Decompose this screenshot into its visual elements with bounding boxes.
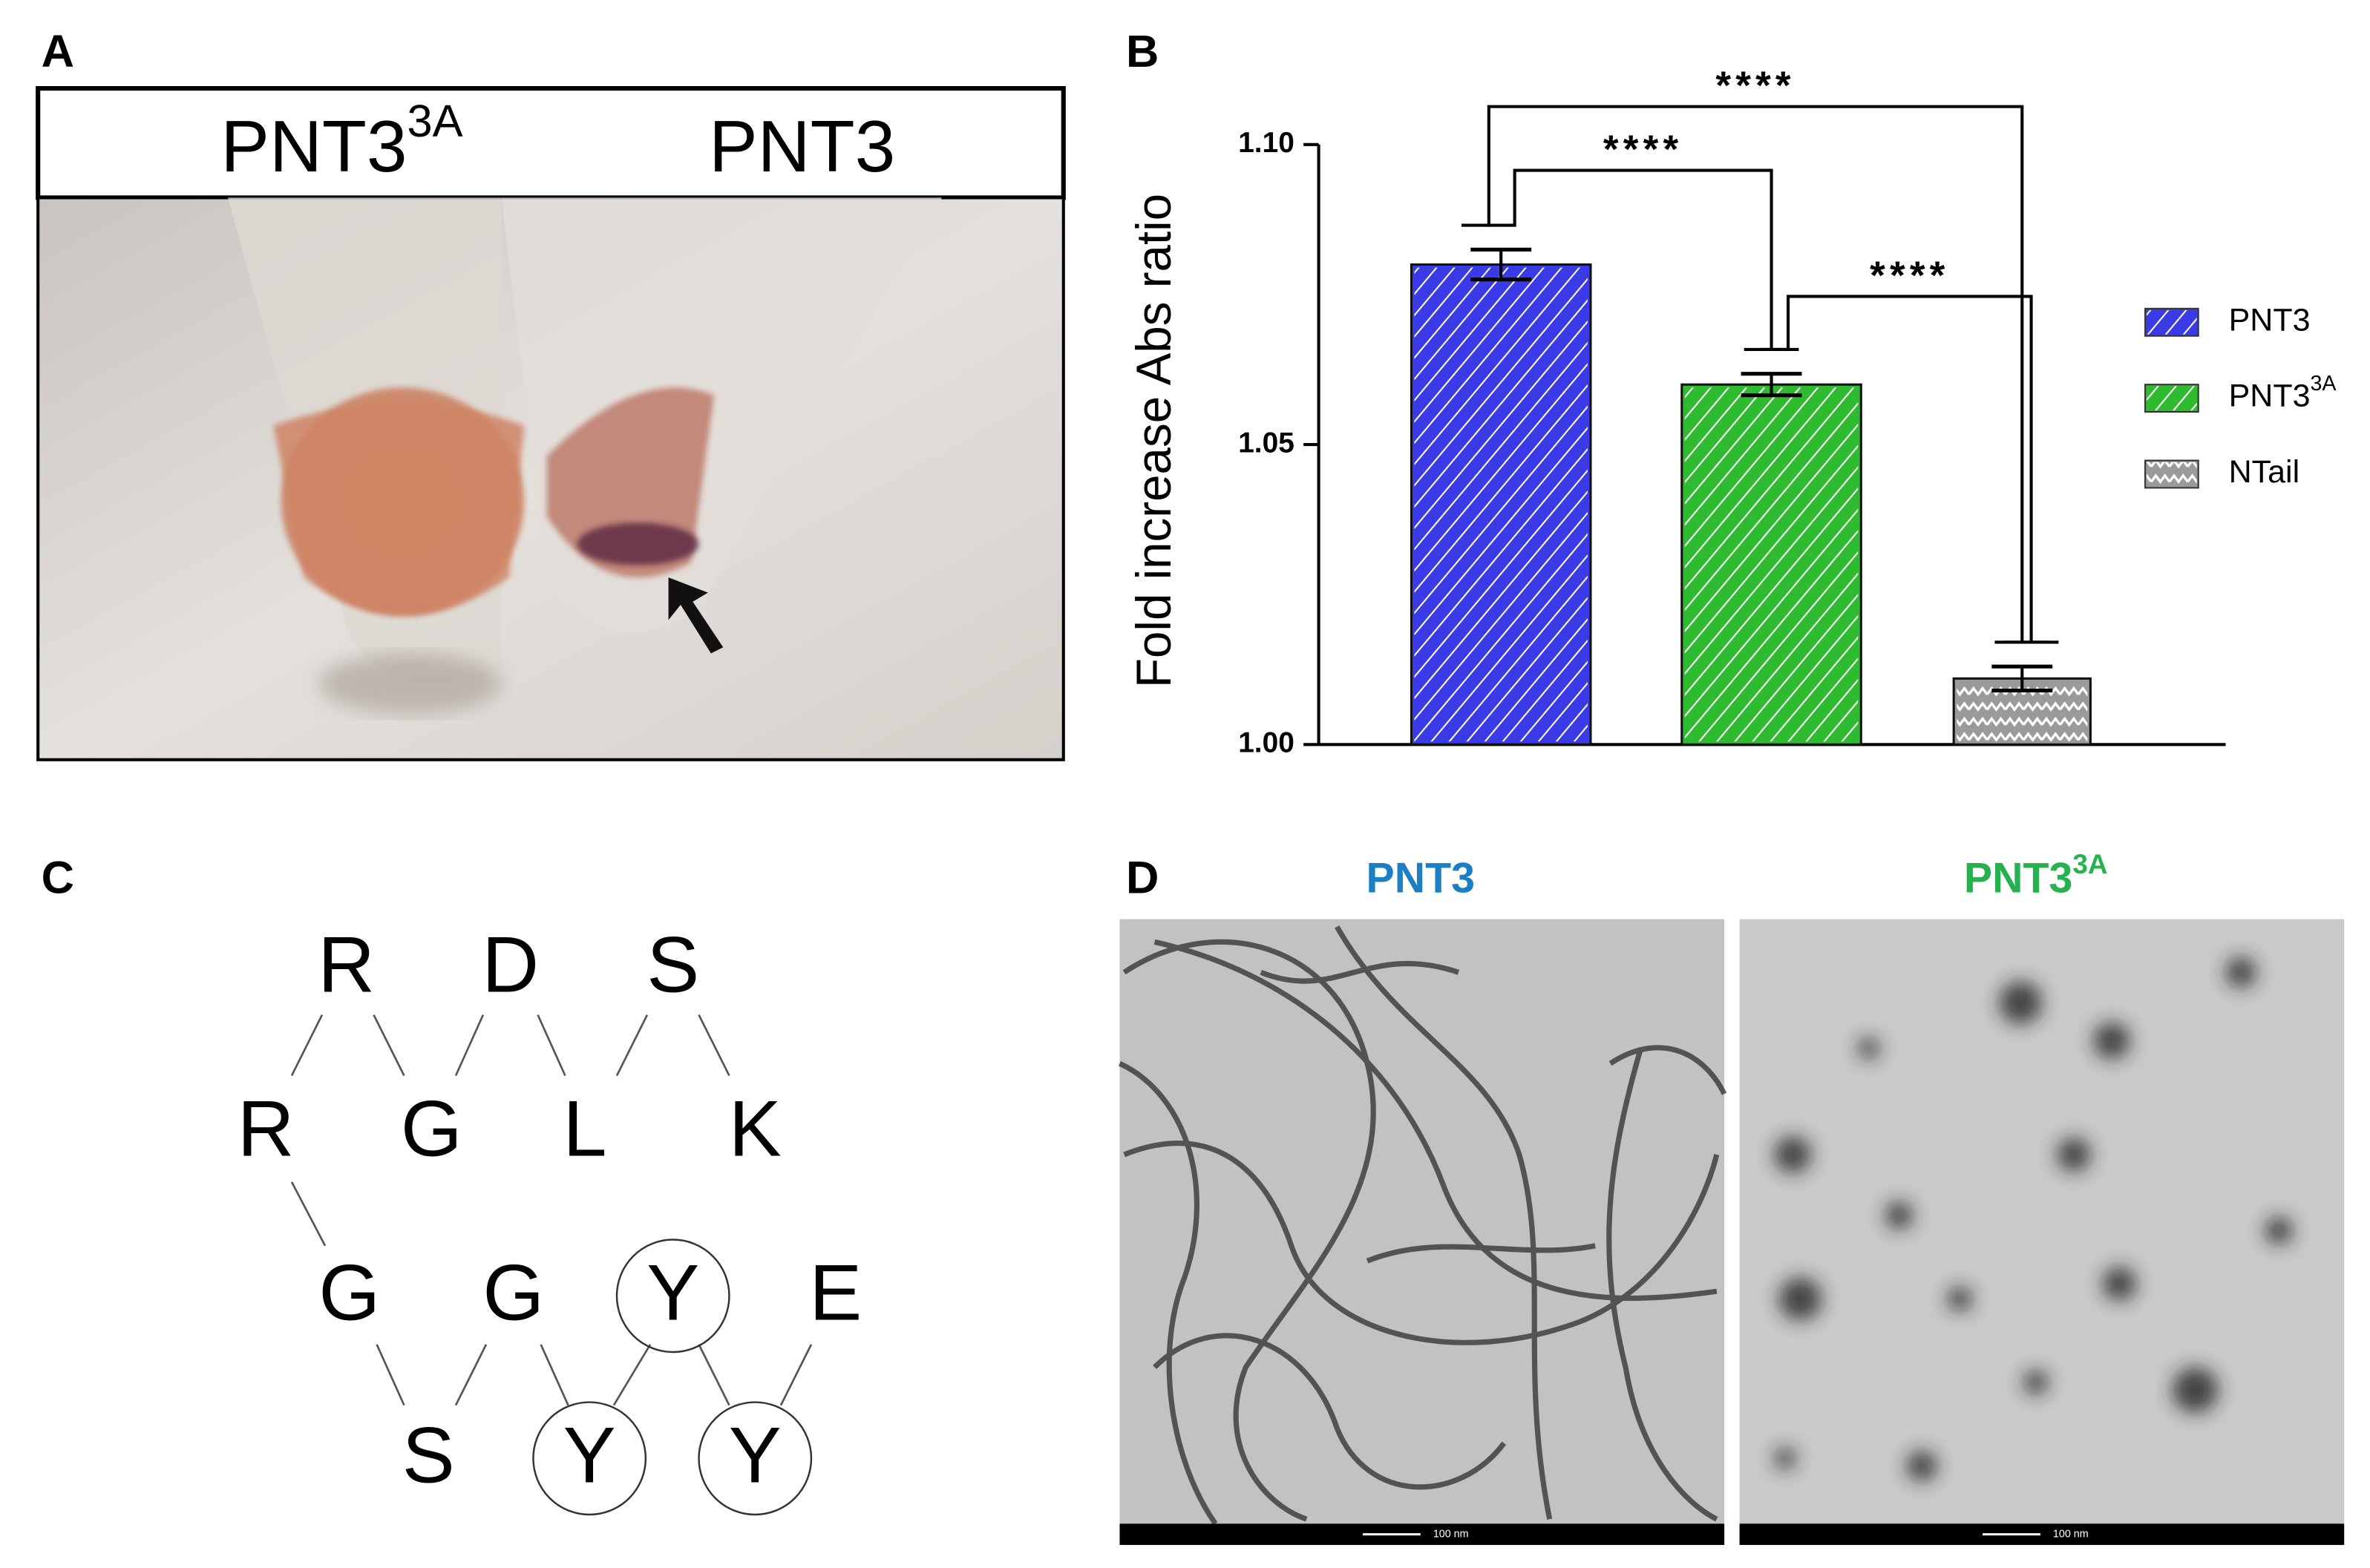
tube-superscript: 3A (407, 96, 463, 147)
bond (698, 1014, 730, 1077)
residue: S (646, 920, 699, 1008)
bond (615, 1014, 649, 1077)
bond (376, 1344, 405, 1406)
legend-entry: PNT3 (2229, 303, 2311, 338)
residue: Y (729, 1411, 782, 1499)
bond (290, 1014, 324, 1077)
legend-entry: NTail (2229, 454, 2300, 490)
y-tick-label: 1.10 (1238, 127, 1294, 159)
residue: K (729, 1084, 782, 1172)
sequence-diagram: C R D SR G L KG G Y ES Y Y (42, 853, 862, 1516)
significance-bracket (1761, 295, 2059, 644)
panel-label: B (1126, 26, 1159, 77)
bond (612, 1344, 652, 1406)
residue: E (809, 1248, 862, 1336)
bar-hatch (1414, 267, 1588, 742)
bond (698, 1344, 730, 1406)
legend-swatch-hatch (2147, 386, 2197, 410)
bar-chart: B Fold increase Abs ratio 1.00 1.05 1.10 **… (1126, 26, 2337, 758)
y-tick-label: 1.00 (1238, 727, 1294, 759)
legend-entry: PNT33A (2229, 372, 2337, 414)
residue-circle (698, 1401, 813, 1516)
residue-circle (615, 1239, 730, 1354)
legend-name: PNT3 (2229, 303, 2311, 338)
panel-label: C (42, 853, 74, 904)
legend-superscript: 3A (2310, 372, 2337, 396)
panel-label: A (42, 26, 74, 77)
residue: G (401, 1084, 462, 1172)
significance-label: **** (1870, 254, 1949, 298)
y-axis-label: Fold increase Abs ratio (1127, 194, 1181, 688)
scale-bar-label: 100 nm (2053, 1528, 2089, 1540)
image-title: PNT33A (1964, 849, 2108, 902)
bar-hatch (1684, 387, 1859, 742)
bond (537, 1014, 566, 1077)
legend-name: PNT3 (2229, 378, 2311, 414)
residue-circle (532, 1401, 647, 1516)
residue: R (238, 1084, 295, 1172)
residue: S (402, 1411, 455, 1499)
bond (454, 1014, 485, 1077)
scale-bar-label: 100 nm (1433, 1528, 1469, 1540)
tube-label: PNT33A (220, 96, 462, 187)
residue: Y (563, 1411, 616, 1499)
bond (373, 1014, 405, 1077)
bond (779, 1344, 813, 1406)
legend-swatch-hatch (2147, 309, 2197, 335)
residue: R (318, 920, 375, 1008)
significance-label: **** (1603, 128, 1683, 171)
bond (540, 1344, 569, 1406)
bond (290, 1181, 327, 1247)
panel-label: D (1126, 853, 1159, 904)
image-title-superscript: 3A (2072, 849, 2107, 879)
micrograph (1118, 919, 2345, 1545)
residue: G (482, 1248, 544, 1336)
image-title-name: PNT3 (1964, 855, 2072, 902)
residue: Y (646, 1248, 699, 1336)
legend-swatch-hatch (2147, 462, 2197, 487)
photo (36, 196, 1065, 761)
legend-name: NTail (2229, 454, 2300, 490)
tube-label: PNT3 (709, 105, 895, 187)
residue: L (563, 1084, 606, 1172)
tube-name: PNT3 (220, 105, 407, 187)
residue: G (318, 1248, 380, 1336)
image-title: PNT3 (1366, 855, 1475, 902)
bond (454, 1344, 488, 1406)
significance-label: **** (1715, 64, 1795, 108)
residue: D (482, 920, 539, 1008)
y-tick-label: 1.05 (1238, 427, 1294, 459)
header-box (36, 85, 1066, 200)
